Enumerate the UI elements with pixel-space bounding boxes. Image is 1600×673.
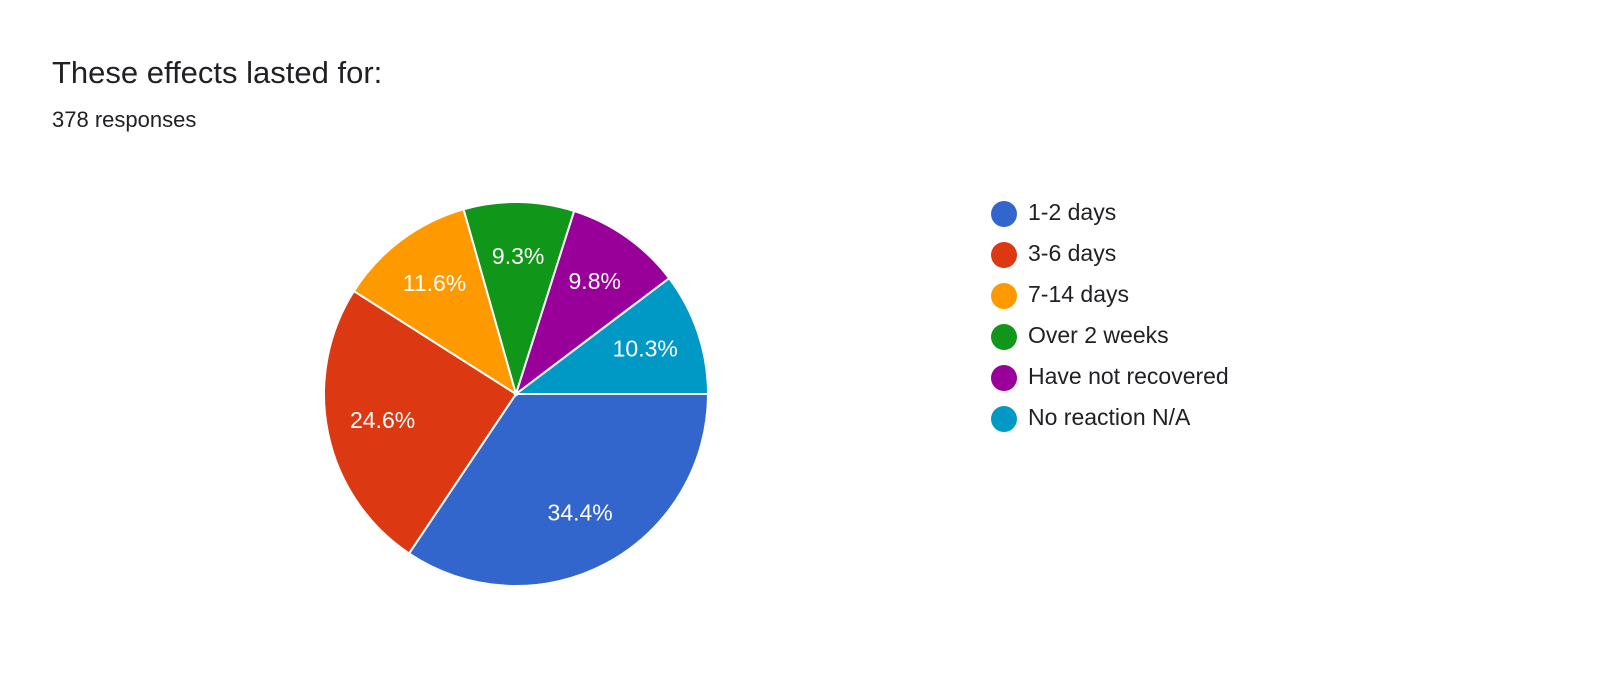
legend-swatch <box>991 324 1017 350</box>
slice-label: 9.8% <box>569 268 621 294</box>
legend-label: 1-2 days <box>1028 199 1116 225</box>
pie-slice <box>514 209 671 397</box>
slice-label: 34.4% <box>548 499 613 525</box>
slice-label: 10.3% <box>613 336 678 362</box>
pie-slice <box>352 208 518 397</box>
legend-label: 7-14 days <box>1028 281 1129 307</box>
pie-slice <box>513 276 710 395</box>
slice-label: 24.6% <box>350 407 415 433</box>
legend-swatch <box>991 242 1017 268</box>
pie-slice <box>323 289 518 555</box>
slice-label: 11.6% <box>403 270 467 296</box>
pie-slice <box>407 393 710 587</box>
legend-swatch <box>991 365 1017 391</box>
pie-slice <box>462 201 576 398</box>
chart-title: These effects lasted for: <box>52 55 382 90</box>
legend-swatch <box>991 201 1017 227</box>
legend-label: Over 2 weeks <box>1028 322 1169 348</box>
legend-label: Have not recovered <box>1028 363 1229 389</box>
chart-subtitle: 378 responses <box>52 107 196 132</box>
legend-swatch <box>991 406 1017 432</box>
legend-swatch <box>991 283 1017 309</box>
legend-label: No reaction N/A <box>1028 404 1191 430</box>
legend-label: 3-6 days <box>1028 240 1116 266</box>
slice-label: 9.3% <box>492 243 544 269</box>
